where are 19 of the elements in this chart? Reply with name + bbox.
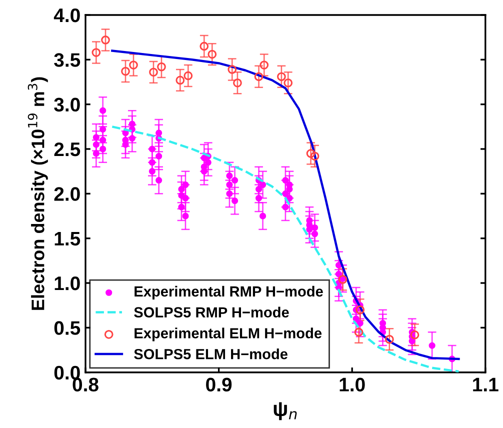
x-tick-label: 0.9 bbox=[206, 378, 232, 392]
x-tick-label: 1.0 bbox=[340, 378, 365, 392]
x-tick-label: 0.8 bbox=[72, 378, 98, 392]
y-tick-label: 3.5 bbox=[54, 53, 80, 67]
y-tick-label: 0.0 bbox=[54, 366, 80, 380]
y-tick-label: 2.5 bbox=[54, 142, 80, 156]
y-tick-label: 4.0 bbox=[54, 8, 80, 22]
y-tick-label: 2.0 bbox=[54, 187, 80, 201]
y-axis-title: Electron density (×10$^{19}$ m$^{3}$) bbox=[28, 77, 48, 310]
y-tick-label: 3.0 bbox=[54, 98, 80, 112]
y-tick-label: 1.5 bbox=[54, 232, 80, 246]
legend-label: Experimental ELM H−mode bbox=[134, 328, 322, 342]
legend-label: SOLPS5 RMP H−mode bbox=[134, 306, 289, 318]
legend-label: SOLPS5 ELM H−mode bbox=[134, 348, 288, 360]
x-axis-title: ψ$_{n}$ bbox=[274, 402, 297, 420]
y-tick-label: 0.5 bbox=[54, 321, 80, 335]
x-tick-label: 1.1 bbox=[473, 378, 498, 392]
legend-label: Experimental RMP H−mode bbox=[134, 286, 323, 300]
y-tick-label: 1.0 bbox=[54, 276, 80, 290]
